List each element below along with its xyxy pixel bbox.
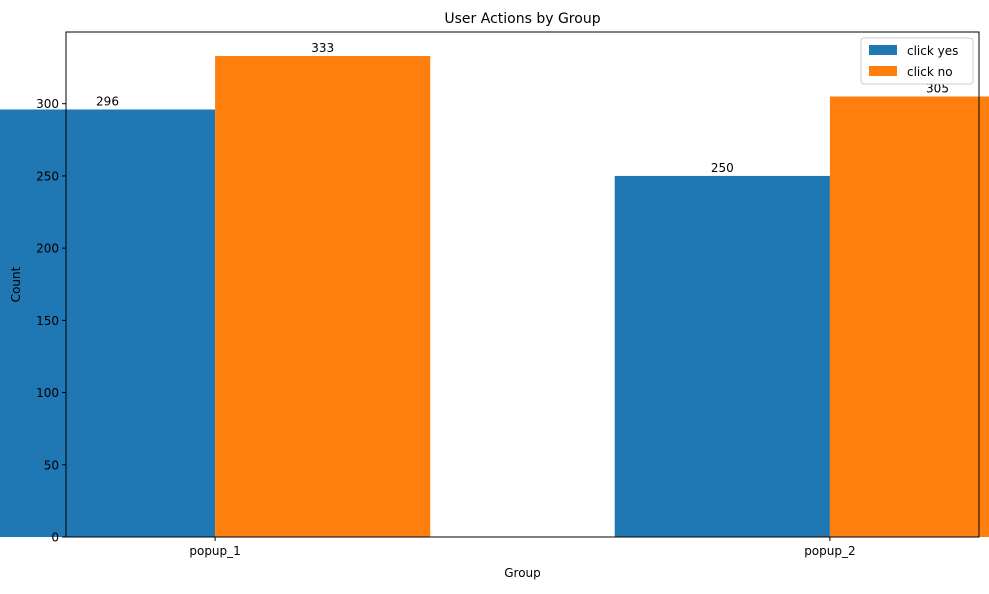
data-labels-layer: 296 250 333 305 [96, 41, 949, 175]
bar-click-yes-popup-1 [0, 109, 216, 538]
x-tick-label: popup_2 [804, 544, 855, 558]
x-axis-label: Group [504, 566, 541, 580]
chart-title: User Actions by Group [444, 11, 600, 27]
bar-click-no-popup-2 [829, 96, 989, 537]
legend-label-click-yes: click yes [907, 44, 958, 58]
y-tick-label: 250 [36, 169, 59, 183]
bars-layer [0, 56, 989, 538]
y-tick-label: 100 [36, 386, 59, 400]
y-axis: 0 50 100 150 200 250 300 [36, 97, 66, 545]
plot-frame [65, 31, 980, 538]
legend-label-click-no: click no [907, 65, 953, 79]
data-label-click-yes-popup-1: 296 [96, 94, 119, 108]
y-tick-label: 300 [36, 97, 59, 111]
data-label-click-no-popup-1: 333 [311, 41, 334, 55]
legend: click yes click no [860, 37, 974, 85]
x-axis: popup_1 popup_2 [189, 537, 856, 558]
y-tick-label: 0 [51, 531, 59, 545]
x-tick-label: popup_1 [189, 544, 240, 558]
y-tick-label: 200 [36, 242, 59, 256]
y-tick-label: 150 [36, 314, 59, 328]
data-label-click-yes-popup-2: 250 [711, 161, 734, 175]
bar-click-no-popup-1 [215, 56, 431, 538]
bar-click-yes-popup-2 [614, 175, 830, 538]
legend-swatch-click-yes [869, 45, 897, 55]
legend-swatch-click-no [869, 66, 897, 76]
y-axis-label: Count [9, 266, 23, 302]
y-tick-label: 50 [44, 458, 59, 472]
data-label-click-no-popup-2: 305 [926, 81, 949, 95]
